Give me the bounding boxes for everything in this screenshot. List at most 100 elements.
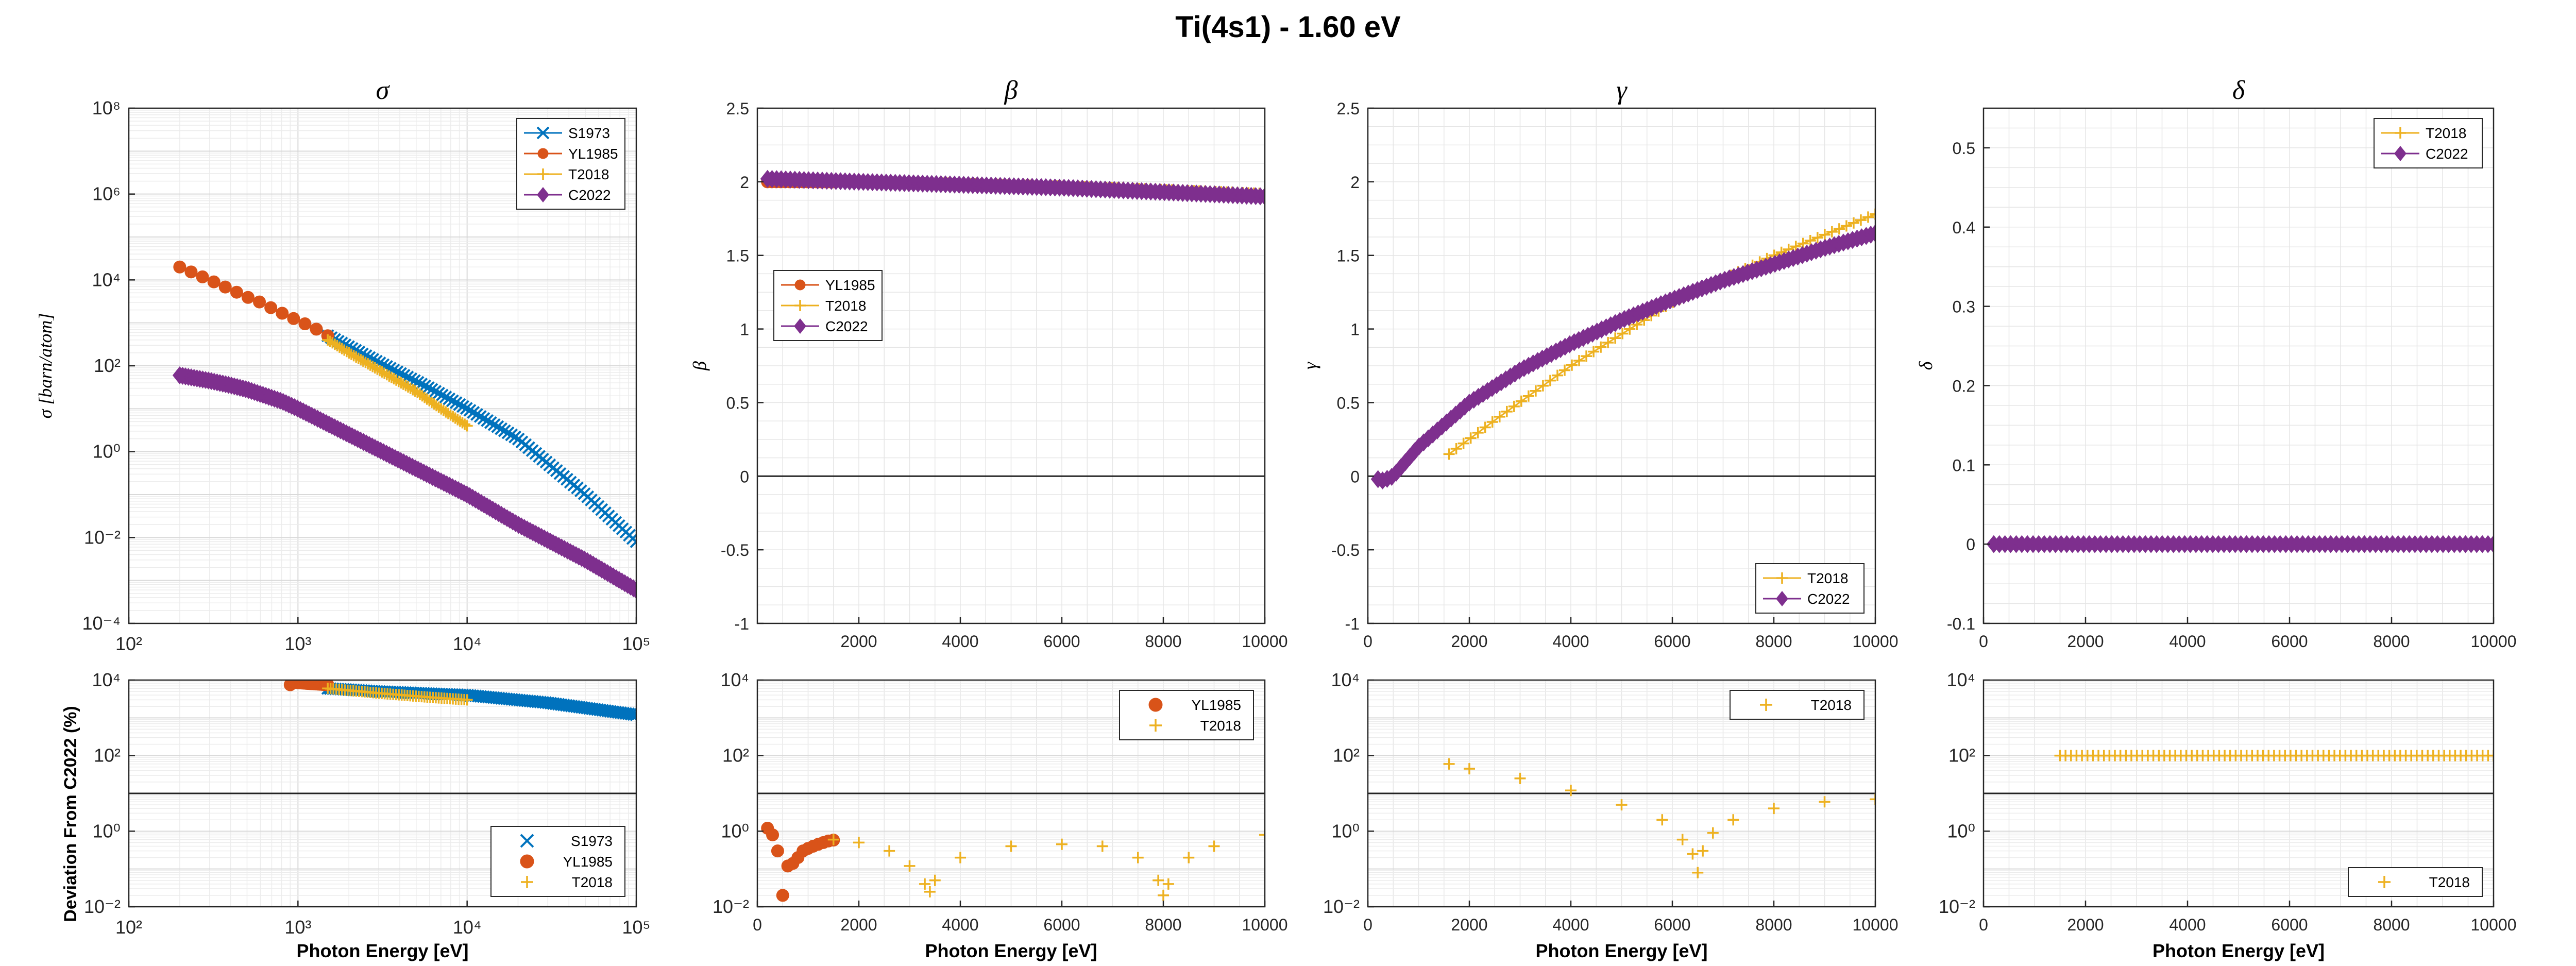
x-tick-label: 2000 (2067, 632, 2104, 651)
x-tick-label: 10000 (1242, 916, 1288, 934)
point-T2018 (1676, 834, 1688, 845)
point-T2018 (1595, 341, 1607, 353)
point-T2018 (1687, 848, 1699, 860)
axes-gamma: 0 2000 4000 6000 8000 10000 -1 -0.5 0 0.5 1 1.5 2 2.5… (1300, 76, 1898, 651)
legend-label-YL1985: YL1985 (568, 146, 618, 162)
x-tick-label: 10⁵ (622, 917, 651, 938)
point-T2018 (1056, 838, 1067, 850)
y-tick-label: -0.5 (721, 541, 749, 560)
y-tick-label: 0.5 (1953, 139, 1975, 158)
axes-beta: 2000 4000 6000 8000 10000 -1 -0.5 0 0.5 1 1.5 2 2.5 β… (689, 76, 1287, 651)
y-tick-label: 10⁻² (713, 896, 749, 917)
y-tick-label: -0.1 (1947, 615, 1975, 633)
series-group-delta (1986, 535, 2494, 553)
point-T2018 (1158, 889, 1169, 901)
point-T2018 (1656, 814, 1668, 826)
point-T2018 (955, 852, 966, 863)
legend-label-T2018: T2018 (1807, 570, 1848, 586)
legend-sigma: S1973 YL1985 T2018 C2022 (516, 118, 625, 210)
subplot-title-gamma: γ (1616, 76, 1628, 105)
axes-box-gamma (1367, 107, 1876, 624)
point-T2018 (1862, 211, 1874, 223)
point-C2022 (1258, 187, 1265, 206)
point-T2018 (1544, 375, 1556, 386)
y-tick-label: 10⁴ (1331, 669, 1360, 690)
point-T2018 (352, 352, 364, 364)
point-T2018 (459, 418, 471, 430)
point-YL1985 (253, 295, 266, 309)
point-T2018 (1458, 437, 1469, 449)
x-tick-label: 6000 (1043, 632, 1080, 651)
x-tick-label: 10⁵ (622, 633, 651, 654)
point-S1973 (425, 383, 438, 396)
series-group-dev-beta (761, 822, 1265, 902)
point-T2018 (348, 350, 360, 362)
x-tick-label: 2000 (840, 916, 877, 934)
y-tick-label: 0 (1966, 535, 1975, 554)
legend-label-T2018: T2018 (572, 874, 613, 890)
legend-dev-sigma: S1973 YL1985 T2018 (490, 826, 625, 897)
legend-label-YL1985: YL1985 (1191, 697, 1241, 713)
x-tick-label: 4000 (1552, 632, 1589, 651)
legend-marker-T2018 (2395, 127, 2406, 139)
point-T2018 (1697, 845, 1709, 857)
x-tick-label: 4000 (942, 632, 978, 651)
point-YL1985 (287, 312, 300, 325)
y-axis-label-delta: δ (1916, 361, 1936, 370)
point-YL1985 (776, 889, 789, 902)
point-T2018 (924, 886, 936, 897)
point-S1973 (429, 385, 442, 398)
series-T2018 (1443, 758, 1875, 878)
y-tick-label: 10⁰ (1947, 820, 1975, 841)
subplot-title-sigma: σ (376, 76, 391, 105)
subplot-title-delta: δ (2232, 76, 2245, 105)
series-group-sigma (172, 260, 636, 599)
y-tick-label: 1.5 (1337, 247, 1360, 265)
figure-title: Ti(4s1) - 1.60 eV (1175, 10, 1401, 44)
point-T2018 (1494, 411, 1505, 422)
x-tick-label: 0 (1363, 632, 1372, 651)
point-T2018 (1692, 867, 1704, 878)
point-C2022 (2486, 535, 2494, 553)
x-tick-label: 4000 (2169, 632, 2206, 651)
y-tick-label: 2.5 (726, 99, 749, 118)
y-tick-label: 0.5 (726, 394, 749, 412)
point-S1973 (421, 381, 435, 394)
point-T2018 (1811, 232, 1823, 244)
point-T2018 (1472, 427, 1484, 438)
point-T2018 (362, 358, 374, 370)
series-group-beta (760, 170, 1265, 206)
x-tick-label: 6000 (1043, 916, 1080, 934)
point-T2018 (1259, 829, 1265, 841)
legend-label-C2022: C2022 (1807, 591, 1850, 607)
legend-label-C2022: C2022 (568, 187, 611, 203)
y-tick-label: 1 (1350, 320, 1360, 339)
legend-marker-YL1985 (537, 148, 549, 159)
x-tick-label: 10000 (1242, 632, 1288, 651)
legend-label-S1973: S1973 (568, 125, 610, 141)
x-tick-label: 8000 (2373, 916, 2410, 934)
axes-dev-gamma: 0 2000 4000 6000 8000 10000 10⁻² 10⁰ 10² 10⁴ Photo… (1323, 669, 1899, 961)
legend-label-T2018: T2018 (568, 166, 609, 182)
legend-marker-YL1985 (794, 279, 806, 291)
x-tick-label: 6000 (2271, 916, 2308, 934)
point-YL1985 (173, 260, 187, 274)
point-S1973 (435, 388, 449, 402)
y-tick-label: 10⁶ (92, 183, 121, 205)
point-YL1985 (264, 301, 278, 314)
legend-box (2348, 867, 2483, 897)
point-T2018 (404, 382, 416, 394)
x-tick-label: 8000 (1755, 916, 1792, 934)
point-T2018 (400, 380, 412, 392)
point-YL1985 (196, 270, 209, 283)
point-T2018 (1132, 852, 1144, 863)
y-tick-label: 2 (1350, 173, 1360, 192)
point-T2018 (1581, 350, 1592, 362)
point-T2018 (1537, 380, 1549, 392)
y-axis-label-sigma: σ [barn/atom] (35, 313, 56, 419)
point-YL1985 (276, 307, 289, 320)
point-T2018 (371, 363, 383, 375)
point-T2018 (350, 351, 362, 363)
series-YL1985 (761, 822, 840, 902)
series-C2022 (760, 170, 1265, 206)
